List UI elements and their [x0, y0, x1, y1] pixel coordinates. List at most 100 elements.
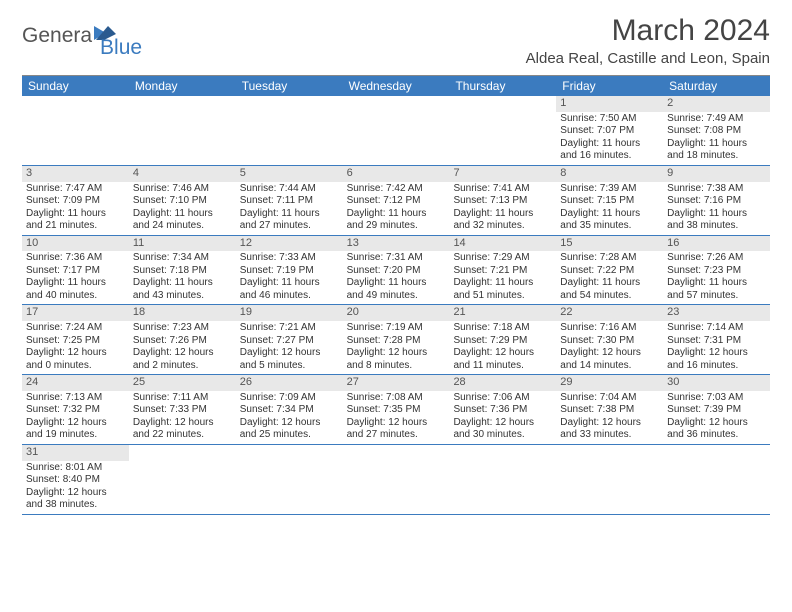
calendar-day: 15Sunrise: 7:28 AMSunset: 7:22 PMDayligh… — [556, 236, 663, 305]
day-number: 2 — [663, 96, 770, 112]
calendar-day: 25Sunrise: 7:11 AMSunset: 7:33 PMDayligh… — [129, 375, 236, 444]
day-number: 23 — [663, 305, 770, 321]
day-body: Sunrise: 7:46 AMSunset: 7:10 PMDaylight:… — [129, 182, 236, 235]
day-body: Sunrise: 7:08 AMSunset: 7:35 PMDaylight:… — [343, 391, 450, 444]
calendar-day — [449, 445, 556, 514]
day-number: 30 — [663, 375, 770, 391]
day-number: 8 — [556, 166, 663, 182]
day-number: 3 — [22, 166, 129, 182]
sunrise-text: Sunrise: 7:19 AM — [347, 322, 446, 335]
calendar-day — [663, 445, 770, 514]
sunset-text: Sunset: 7:17 PM — [26, 265, 125, 278]
sunrise-text: Sunrise: 7:24 AM — [26, 322, 125, 335]
calendar-day: 27Sunrise: 7:08 AMSunset: 7:35 PMDayligh… — [343, 375, 450, 444]
sunrise-text: Sunrise: 7:16 AM — [560, 322, 659, 335]
daylight-text: Daylight: 12 hours and 33 minutes. — [560, 417, 659, 442]
calendar-day: 29Sunrise: 7:04 AMSunset: 7:38 PMDayligh… — [556, 375, 663, 444]
day-body: Sunrise: 7:39 AMSunset: 7:15 PMDaylight:… — [556, 182, 663, 235]
sunset-text: Sunset: 7:33 PM — [133, 404, 232, 417]
sunrise-text: Sunrise: 7:50 AM — [560, 113, 659, 126]
day-number — [663, 445, 770, 447]
sunrise-text: Sunrise: 7:21 AM — [240, 322, 339, 335]
header: Genera Blue March 2024 Aldea Real, Casti… — [0, 0, 792, 71]
calendar-day — [449, 96, 556, 165]
calendar-weeks: 1Sunrise: 7:50 AMSunset: 7:07 PMDaylight… — [22, 96, 770, 515]
calendar-day: 18Sunrise: 7:23 AMSunset: 7:26 PMDayligh… — [129, 305, 236, 374]
sunrise-text: Sunrise: 7:04 AM — [560, 392, 659, 405]
sunset-text: Sunset: 7:21 PM — [453, 265, 552, 278]
sunrise-text: Sunrise: 7:06 AM — [453, 392, 552, 405]
calendar-day: 22Sunrise: 7:16 AMSunset: 7:30 PMDayligh… — [556, 305, 663, 374]
day-body: Sunrise: 7:50 AMSunset: 7:07 PMDaylight:… — [556, 112, 663, 165]
calendar-day: 11Sunrise: 7:34 AMSunset: 7:18 PMDayligh… — [129, 236, 236, 305]
location-subtitle: Aldea Real, Castille and Leon, Spain — [526, 50, 770, 67]
daylight-text: Daylight: 11 hours and 35 minutes. — [560, 208, 659, 233]
days-of-week-row: SundayMondayTuesdayWednesdayThursdayFrid… — [22, 76, 770, 96]
calendar-day: 3Sunrise: 7:47 AMSunset: 7:09 PMDaylight… — [22, 166, 129, 235]
day-body: Sunrise: 7:06 AMSunset: 7:36 PMDaylight:… — [449, 391, 556, 444]
calendar-day: 12Sunrise: 7:33 AMSunset: 7:19 PMDayligh… — [236, 236, 343, 305]
day-number: 7 — [449, 166, 556, 182]
daylight-text: Daylight: 11 hours and 40 minutes. — [26, 277, 125, 302]
day-body: Sunrise: 7:09 AMSunset: 7:34 PMDaylight:… — [236, 391, 343, 444]
day-number: 29 — [556, 375, 663, 391]
calendar-day: 19Sunrise: 7:21 AMSunset: 7:27 PMDayligh… — [236, 305, 343, 374]
day-number: 28 — [449, 375, 556, 391]
daylight-text: Daylight: 11 hours and 43 minutes. — [133, 277, 232, 302]
sunset-text: Sunset: 7:20 PM — [347, 265, 446, 278]
calendar-day: 24Sunrise: 7:13 AMSunset: 7:32 PMDayligh… — [22, 375, 129, 444]
day-number — [449, 445, 556, 447]
day-number — [449, 96, 556, 98]
sunset-text: Sunset: 7:31 PM — [667, 335, 766, 348]
daylight-text: Daylight: 11 hours and 27 minutes. — [240, 208, 339, 233]
calendar-day — [22, 96, 129, 165]
day-body: Sunrise: 7:47 AMSunset: 7:09 PMDaylight:… — [22, 182, 129, 235]
day-body: Sunrise: 7:31 AMSunset: 7:20 PMDaylight:… — [343, 251, 450, 304]
calendar-day — [343, 445, 450, 514]
sunset-text: Sunset: 7:18 PM — [133, 265, 232, 278]
sunrise-text: Sunrise: 7:18 AM — [453, 322, 552, 335]
day-of-week-header: Tuesday — [236, 76, 343, 96]
day-number: 25 — [129, 375, 236, 391]
sunrise-text: Sunrise: 7:38 AM — [667, 183, 766, 196]
day-body: Sunrise: 7:34 AMSunset: 7:18 PMDaylight:… — [129, 251, 236, 304]
day-number: 15 — [556, 236, 663, 252]
sunset-text: Sunset: 7:13 PM — [453, 195, 552, 208]
daylight-text: Daylight: 11 hours and 29 minutes. — [347, 208, 446, 233]
day-number — [556, 445, 663, 447]
sunset-text: Sunset: 7:09 PM — [26, 195, 125, 208]
sunrise-text: Sunrise: 7:13 AM — [26, 392, 125, 405]
daylight-text: Daylight: 12 hours and 38 minutes. — [26, 487, 125, 512]
day-number: 11 — [129, 236, 236, 252]
daylight-text: Daylight: 11 hours and 57 minutes. — [667, 277, 766, 302]
day-number: 1 — [556, 96, 663, 112]
sunset-text: Sunset: 7:39 PM — [667, 404, 766, 417]
sunset-text: Sunset: 7:36 PM — [453, 404, 552, 417]
day-of-week-header: Wednesday — [343, 76, 450, 96]
sunset-text: Sunset: 7:32 PM — [26, 404, 125, 417]
sunrise-text: Sunrise: 7:39 AM — [560, 183, 659, 196]
title-block: March 2024 Aldea Real, Castille and Leon… — [526, 14, 770, 67]
calendar-day: 2Sunrise: 7:49 AMSunset: 7:08 PMDaylight… — [663, 96, 770, 165]
day-number: 14 — [449, 236, 556, 252]
sunrise-text: Sunrise: 7:14 AM — [667, 322, 766, 335]
day-body: Sunrise: 7:13 AMSunset: 7:32 PMDaylight:… — [22, 391, 129, 444]
calendar-day — [343, 96, 450, 165]
calendar-day: 23Sunrise: 7:14 AMSunset: 7:31 PMDayligh… — [663, 305, 770, 374]
logo-text-blue: Blue — [100, 36, 142, 60]
calendar-day: 26Sunrise: 7:09 AMSunset: 7:34 PMDayligh… — [236, 375, 343, 444]
calendar-week: 17Sunrise: 7:24 AMSunset: 7:25 PMDayligh… — [22, 305, 770, 375]
sunset-text: Sunset: 7:27 PM — [240, 335, 339, 348]
sunset-text: Sunset: 7:11 PM — [240, 195, 339, 208]
sunrise-text: Sunrise: 7:49 AM — [667, 113, 766, 126]
calendar-day: 28Sunrise: 7:06 AMSunset: 7:36 PMDayligh… — [449, 375, 556, 444]
sunrise-text: Sunrise: 7:11 AM — [133, 392, 232, 405]
day-body: Sunrise: 7:38 AMSunset: 7:16 PMDaylight:… — [663, 182, 770, 235]
day-body: Sunrise: 8:01 AMSunset: 8:40 PMDaylight:… — [22, 461, 129, 514]
day-body: Sunrise: 7:33 AMSunset: 7:19 PMDaylight:… — [236, 251, 343, 304]
day-number — [129, 445, 236, 447]
day-body: Sunrise: 7:14 AMSunset: 7:31 PMDaylight:… — [663, 321, 770, 374]
calendar-week: 24Sunrise: 7:13 AMSunset: 7:32 PMDayligh… — [22, 375, 770, 445]
sunset-text: Sunset: 7:38 PM — [560, 404, 659, 417]
daylight-text: Daylight: 11 hours and 18 minutes. — [667, 138, 766, 163]
